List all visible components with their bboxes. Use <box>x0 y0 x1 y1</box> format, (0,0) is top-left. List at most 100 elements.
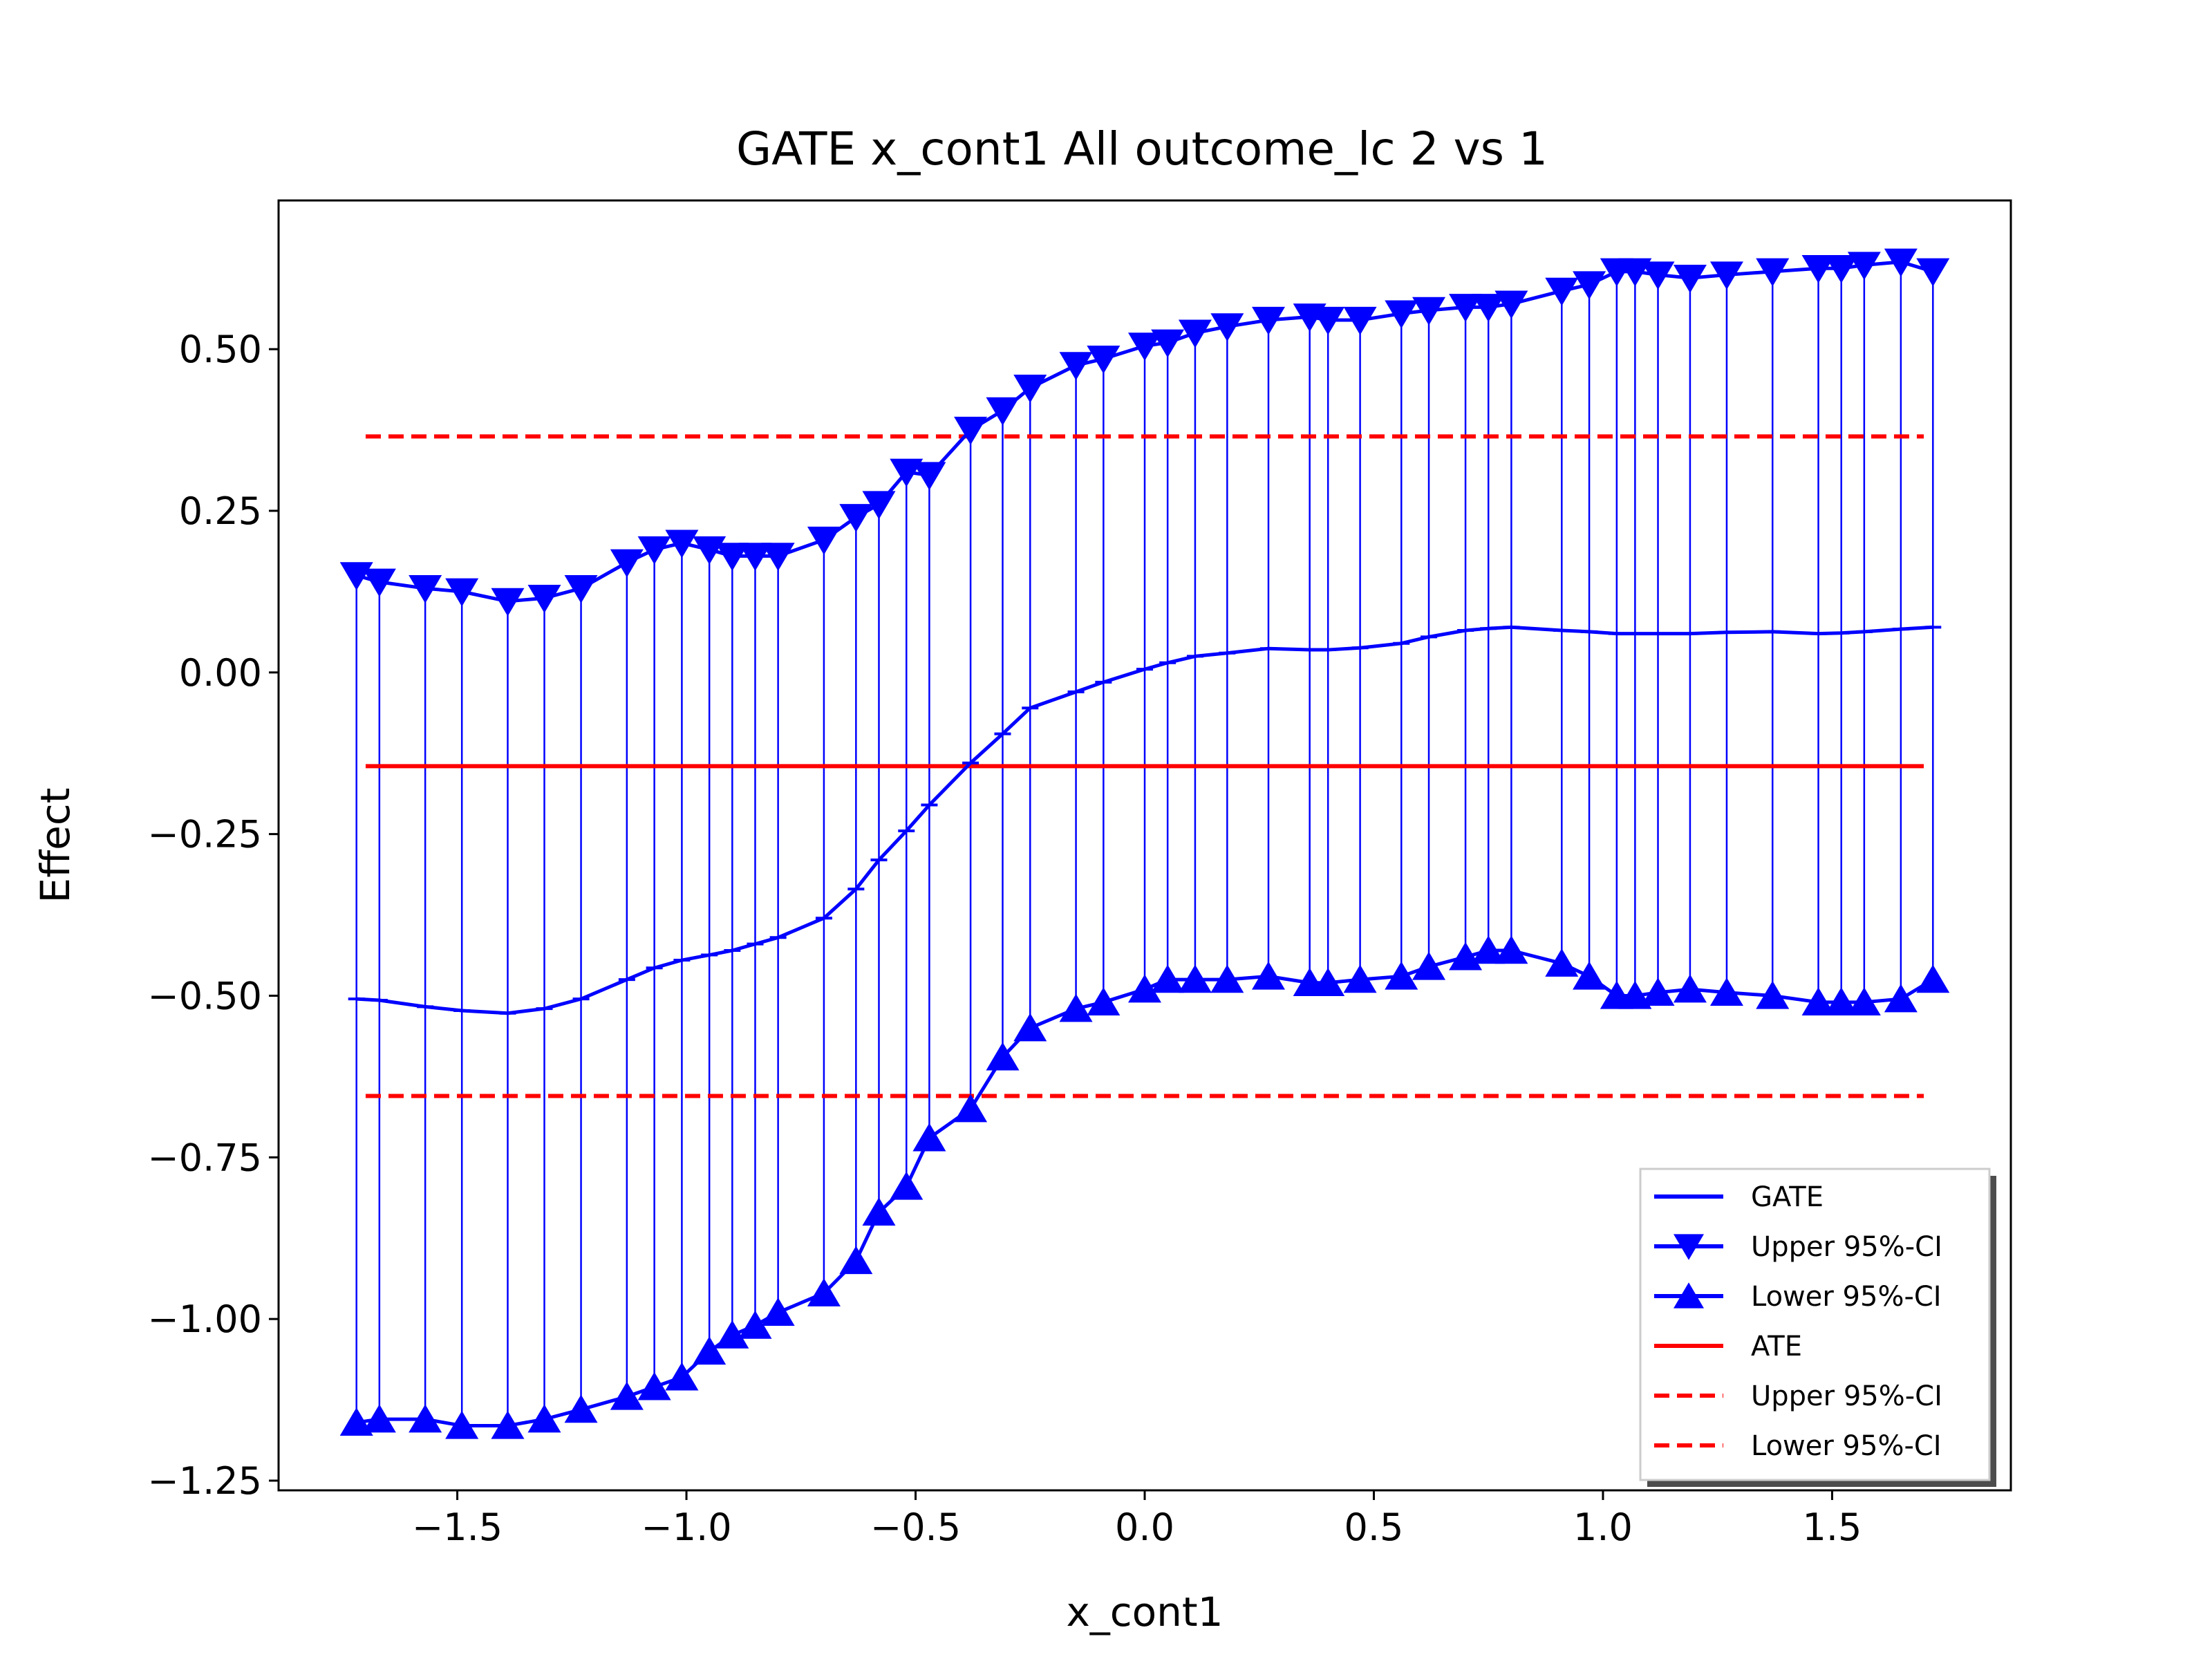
lower-ci-point <box>1151 964 1185 993</box>
y-axis: 0.50 0.25 0.00 −0.25 −0.50 −0.75 −1.00 −1.25 <box>148 328 279 1503</box>
lower-ci-point <box>564 1394 598 1423</box>
lower-ci-point <box>693 1336 727 1365</box>
upper-ci-point <box>1449 294 1483 322</box>
upper-ci-point <box>1573 271 1606 300</box>
lower-ci-point <box>1824 987 1858 1016</box>
lower-ci-point <box>527 1404 561 1433</box>
upper-ci-point <box>1916 258 1950 287</box>
chart-title: GATE x_cont1 All outcome_lc 2 vs 1 <box>736 122 1548 176</box>
y-tick-label: −0.25 <box>148 813 262 856</box>
upper-ci-point <box>954 416 988 445</box>
lower-ci-point <box>491 1410 525 1439</box>
lower-ci-point <box>1884 984 1918 1013</box>
lower-ci-point <box>1709 977 1743 1006</box>
x-tick-label: −0.5 <box>870 1506 961 1549</box>
x-tick-label: 1.5 <box>1802 1506 1862 1549</box>
lower-ci-point <box>445 1410 479 1439</box>
lower-ci-point <box>1801 987 1835 1016</box>
lower-ci-point <box>890 1171 924 1200</box>
upper-ci-point <box>1545 277 1579 306</box>
x-tick-label: −1.5 <box>412 1506 503 1549</box>
upper-ci-point <box>1087 345 1121 374</box>
x-tick-label: 0.5 <box>1344 1506 1404 1549</box>
upper-ci-point <box>491 588 525 617</box>
upper-ci-point <box>1210 313 1244 341</box>
y-tick-label: −0.50 <box>148 974 262 1018</box>
y-tick-label: −1.25 <box>148 1459 262 1503</box>
upper-ci-point <box>839 504 873 532</box>
x-tick-label: 1.0 <box>1573 1506 1633 1549</box>
upper-ci-point <box>1641 261 1675 290</box>
y-tick-label: −1.00 <box>148 1297 262 1341</box>
lower-ci-point <box>1013 1013 1047 1042</box>
upper-ci-point <box>1884 248 1918 277</box>
upper-ci-point <box>807 526 841 555</box>
upper-ci-point <box>912 462 946 491</box>
lower-ci-point <box>1311 968 1345 996</box>
upper-ci-point <box>1824 255 1858 283</box>
legend: GATE Upper 95%-CI Lower 95%-CI ATE Upper 95%… <box>1639 1168 1996 1487</box>
lower-ci-point <box>1210 964 1244 993</box>
upper-ci-point <box>1385 300 1418 329</box>
lower-ci-point <box>986 1042 1020 1071</box>
lower-ci-point <box>1059 993 1093 1022</box>
upper-ci-point <box>1847 252 1881 281</box>
upper-ci-point <box>1343 306 1377 335</box>
upper-ci-point <box>1178 319 1212 348</box>
legend-label: Lower 95%-CI <box>1751 1430 1942 1462</box>
upper-ci-point <box>527 585 561 613</box>
upper-ci-point <box>1801 255 1835 283</box>
upper-ci-point <box>1059 352 1093 381</box>
lower-ci-point <box>1916 964 1950 993</box>
upper-ci-point <box>1756 258 1790 287</box>
lower-ci-point <box>1756 980 1790 1009</box>
lower-ci-point <box>610 1381 644 1410</box>
upper-ci-point <box>1311 306 1345 335</box>
upper-ci-point <box>1709 261 1743 290</box>
y-tick-label: −0.75 <box>148 1136 262 1179</box>
upper-ci-point <box>610 549 644 578</box>
upper-ci-point <box>715 543 749 572</box>
x-axis-label: x_cont1 <box>1066 1588 1223 1635</box>
upper-ci-point <box>564 575 598 603</box>
lower-ci-point <box>665 1362 699 1391</box>
upper-ci-point <box>761 543 795 572</box>
legend-label: Upper 95%-CI <box>1751 1231 1942 1263</box>
y-tick-label: 0.50 <box>179 328 262 371</box>
lower-ci-point <box>807 1278 841 1306</box>
upper-ci-point <box>362 568 396 597</box>
lower-ci-point <box>362 1404 396 1433</box>
legend-label: ATE <box>1751 1331 1802 1362</box>
upper-ci-point <box>1252 306 1285 335</box>
lower-ci-point <box>1847 987 1881 1016</box>
y-tick-label: 0.00 <box>179 651 262 695</box>
lower-ci-point <box>1385 961 1418 990</box>
legend-label: GATE <box>1751 1181 1824 1213</box>
upper-ci-point <box>1151 329 1185 358</box>
upper-ci-point <box>862 491 896 520</box>
lower-ci-point <box>409 1404 442 1433</box>
lower-ci-point <box>1641 977 1675 1006</box>
lower-ci-point <box>839 1246 873 1275</box>
x-tick-label: 0.0 <box>1115 1506 1174 1549</box>
lower-ci-point <box>1494 935 1528 964</box>
upper-ci-point <box>1618 258 1652 287</box>
legend-label: Lower 95%-CI <box>1751 1281 1942 1313</box>
lower-ci-point <box>1087 987 1121 1016</box>
upper-ci-point <box>1494 290 1528 319</box>
lower-ci-point <box>339 1407 373 1436</box>
lower-ci-point <box>1128 974 1161 1003</box>
lower-ci-point <box>862 1197 896 1226</box>
y-tick-label: 0.25 <box>179 489 262 533</box>
upper-ci-point <box>1412 297 1446 326</box>
lower-ci-point <box>1252 961 1285 990</box>
lower-ci-point <box>761 1297 795 1326</box>
lower-ci-point <box>637 1371 671 1400</box>
lower-ci-point <box>715 1320 749 1349</box>
upper-ci-point <box>665 529 699 559</box>
upper-ci-point <box>409 575 442 603</box>
lower-ci-point <box>1673 974 1707 1003</box>
upper-ci-point <box>1013 375 1047 403</box>
legend-marker <box>1674 1234 1704 1260</box>
